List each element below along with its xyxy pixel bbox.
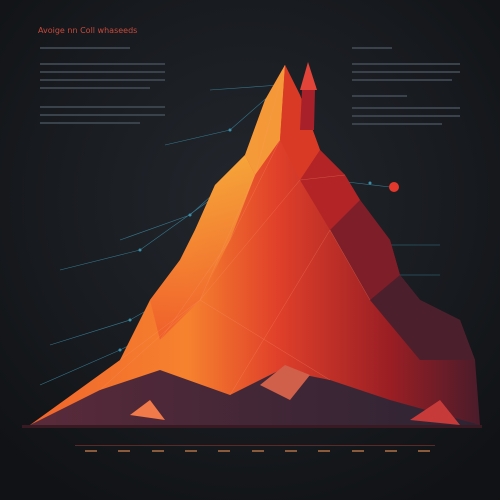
shape xyxy=(285,450,297,452)
shape xyxy=(218,450,230,452)
shape xyxy=(119,64,286,361)
shape xyxy=(130,400,165,420)
shape xyxy=(40,79,165,81)
shape xyxy=(138,248,142,252)
shape xyxy=(40,47,130,49)
mountain xyxy=(30,62,480,425)
shape xyxy=(40,87,150,89)
shape xyxy=(30,65,480,425)
shape xyxy=(85,450,97,452)
shape xyxy=(300,62,317,90)
shape xyxy=(159,139,281,341)
shape xyxy=(352,79,452,81)
shape xyxy=(99,64,371,396)
shape xyxy=(385,450,397,452)
shape xyxy=(389,182,399,192)
shape xyxy=(188,213,192,217)
shape xyxy=(352,47,392,49)
shape xyxy=(352,71,460,73)
title: Avoige nn Coll whaseeds xyxy=(38,26,137,35)
shape xyxy=(185,450,197,452)
shape xyxy=(245,65,285,175)
shape xyxy=(40,122,140,124)
shape xyxy=(260,365,310,400)
shape xyxy=(152,450,164,452)
shape xyxy=(418,450,430,452)
shape xyxy=(280,65,320,180)
baseline xyxy=(22,425,482,428)
shape xyxy=(40,114,165,116)
text-placeholders xyxy=(40,47,460,125)
shape xyxy=(118,450,130,452)
shape xyxy=(252,450,264,452)
shape xyxy=(352,63,460,65)
shape xyxy=(300,150,360,230)
shape xyxy=(99,299,331,391)
shape xyxy=(368,181,372,185)
shape xyxy=(318,450,330,452)
shape xyxy=(352,123,442,125)
shape xyxy=(150,155,255,340)
shape xyxy=(199,174,346,301)
shape xyxy=(410,400,460,425)
shape xyxy=(330,200,400,300)
shape xyxy=(128,318,132,322)
shape xyxy=(352,115,460,117)
shape xyxy=(40,106,165,108)
shape xyxy=(40,71,165,73)
shape xyxy=(228,128,232,132)
shape xyxy=(370,275,475,360)
shape xyxy=(229,229,371,396)
shape xyxy=(118,348,122,352)
shape xyxy=(352,107,460,109)
shape xyxy=(300,90,315,130)
shape xyxy=(40,63,165,65)
shape xyxy=(352,95,407,97)
shape xyxy=(352,450,364,452)
shape xyxy=(75,445,435,446)
axis-ticks xyxy=(75,445,435,452)
shape xyxy=(209,84,281,91)
